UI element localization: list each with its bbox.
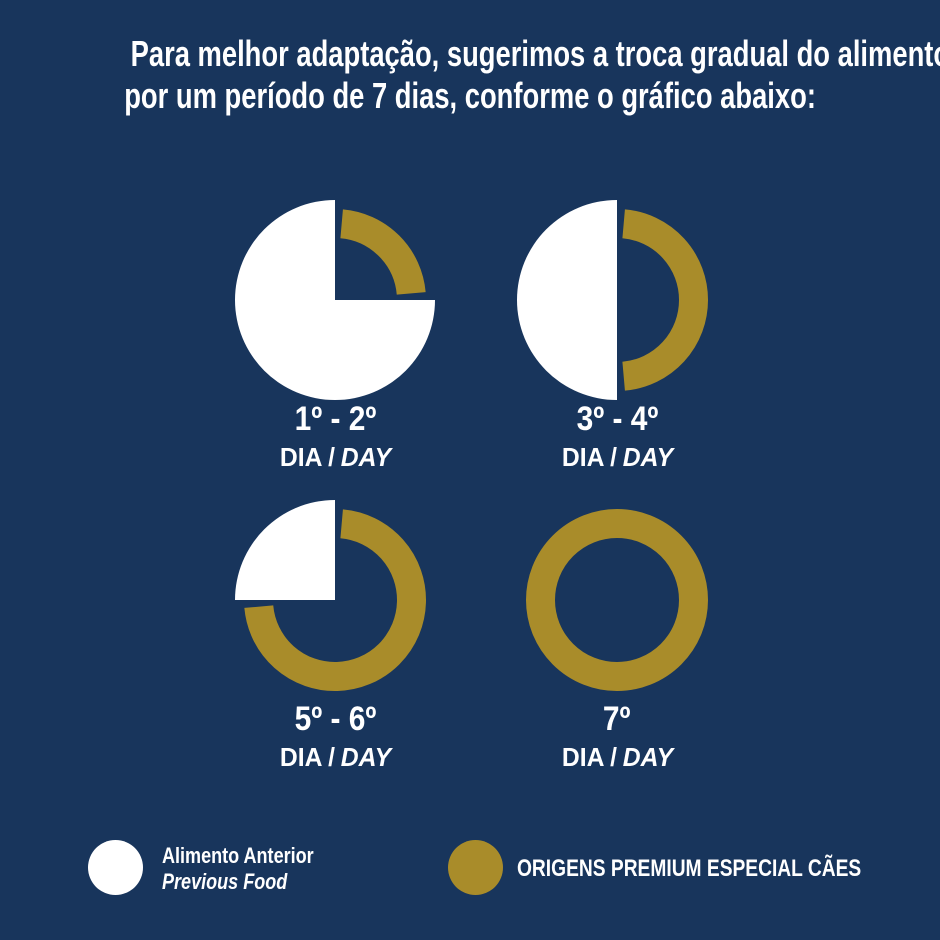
- day-text: DAY: [340, 742, 391, 772]
- chart-group-day-3-4: 3º - 4º DIA / DAY: [497, 190, 737, 470]
- dia-day-label: DIA / DAY: [561, 444, 672, 470]
- day-range-label: 7º: [603, 700, 631, 738]
- page-title: Para melhor adaptação, sugerimos a troca…: [0, 33, 940, 117]
- day-text: DAY: [622, 742, 673, 772]
- donut-chart-day-1-2: [235, 200, 435, 400]
- dia-day-label: DIA / DAY: [279, 444, 390, 470]
- new-food-legend-label: ORIGENS PREMIUM ESPECIAL CÃES: [517, 855, 862, 882]
- dia-day-label: DIA / DAY: [279, 744, 390, 770]
- slash-separator: /: [327, 742, 335, 772]
- new-food-swatch: [448, 840, 503, 895]
- dia-text: DIA: [561, 742, 604, 772]
- slash-separator: /: [327, 442, 335, 472]
- slash-separator: /: [609, 742, 617, 772]
- dia-text: DIA: [279, 742, 322, 772]
- day-text: DAY: [340, 442, 391, 472]
- chart-group-day-7: 7º DIA / DAY: [497, 490, 737, 770]
- dia-day-label: DIA / DAY: [561, 744, 672, 770]
- slash-separator: /: [609, 442, 617, 472]
- legend-label-pt: Alimento Anterior: [162, 843, 314, 868]
- chart-group-day-5-6: 5º - 6º DIA / DAY: [215, 490, 455, 770]
- day-range-label: 1º - 2º: [294, 400, 376, 438]
- legend: Alimento Anterior Previous Food ORIGENS …: [0, 840, 940, 900]
- day-range-label: 5º - 6º: [294, 700, 376, 738]
- chart-group-day-1-2: 1º - 2º DIA / DAY: [215, 190, 455, 470]
- donut-chart-day-7: [526, 509, 708, 691]
- title-line-1: Para melhor adaptação, sugerimos a troca…: [130, 33, 940, 74]
- previous-food-swatch: [88, 840, 143, 895]
- donut-chart-day-5-6: [235, 500, 426, 691]
- day-text: DAY: [622, 442, 673, 472]
- dia-text: DIA: [561, 442, 604, 472]
- legend-label-en: Previous Food: [162, 869, 288, 894]
- title-line-2: por um período de 7 dias, conforme o grá…: [124, 75, 816, 116]
- dia-text: DIA: [279, 442, 322, 472]
- day-range-label: 3º - 4º: [576, 400, 658, 438]
- previous-food-legend-label: Alimento Anterior Previous Food: [162, 843, 314, 895]
- donut-chart-day-3-4: [517, 200, 708, 400]
